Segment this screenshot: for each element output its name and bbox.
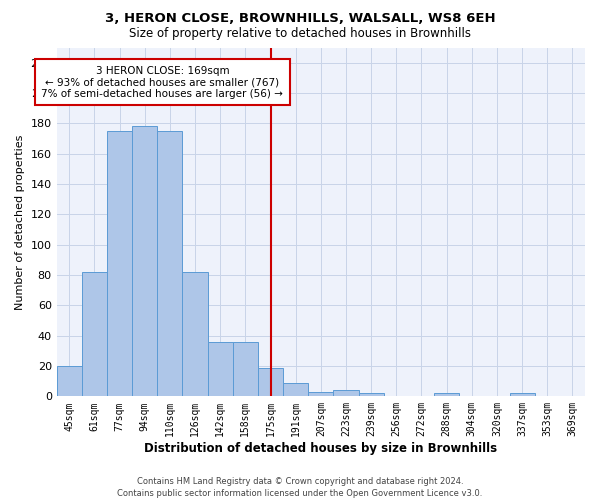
Y-axis label: Number of detached properties: Number of detached properties xyxy=(15,134,25,310)
X-axis label: Distribution of detached houses by size in Brownhills: Distribution of detached houses by size … xyxy=(144,442,497,455)
Bar xyxy=(258,368,283,396)
Bar xyxy=(56,366,82,396)
Bar xyxy=(334,390,359,396)
Text: Size of property relative to detached houses in Brownhills: Size of property relative to detached ho… xyxy=(129,28,471,40)
Bar xyxy=(132,126,157,396)
Bar xyxy=(308,392,334,396)
Text: Contains HM Land Registry data © Crown copyright and database right 2024.
Contai: Contains HM Land Registry data © Crown c… xyxy=(118,476,482,498)
Bar xyxy=(157,131,182,396)
Bar xyxy=(509,394,535,396)
Bar xyxy=(208,342,233,396)
Bar xyxy=(182,272,208,396)
Bar xyxy=(283,382,308,396)
Text: 3 HERON CLOSE: 169sqm
← 93% of detached houses are smaller (767)
7% of semi-deta: 3 HERON CLOSE: 169sqm ← 93% of detached … xyxy=(41,66,283,99)
Bar xyxy=(82,272,107,396)
Bar xyxy=(233,342,258,396)
Bar xyxy=(107,131,132,396)
Bar xyxy=(434,394,459,396)
Text: 3, HERON CLOSE, BROWNHILLS, WALSALL, WS8 6EH: 3, HERON CLOSE, BROWNHILLS, WALSALL, WS8… xyxy=(104,12,496,26)
Bar xyxy=(359,394,384,396)
